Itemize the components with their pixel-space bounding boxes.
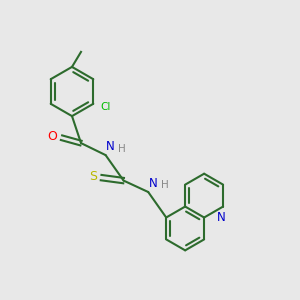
Text: H: H xyxy=(118,143,126,154)
Text: N: N xyxy=(106,140,115,153)
Text: O: O xyxy=(47,130,57,143)
Text: H: H xyxy=(161,180,169,190)
Text: N: N xyxy=(217,211,226,224)
Text: Cl: Cl xyxy=(101,102,111,112)
Text: N: N xyxy=(149,177,158,190)
Text: S: S xyxy=(89,170,98,183)
